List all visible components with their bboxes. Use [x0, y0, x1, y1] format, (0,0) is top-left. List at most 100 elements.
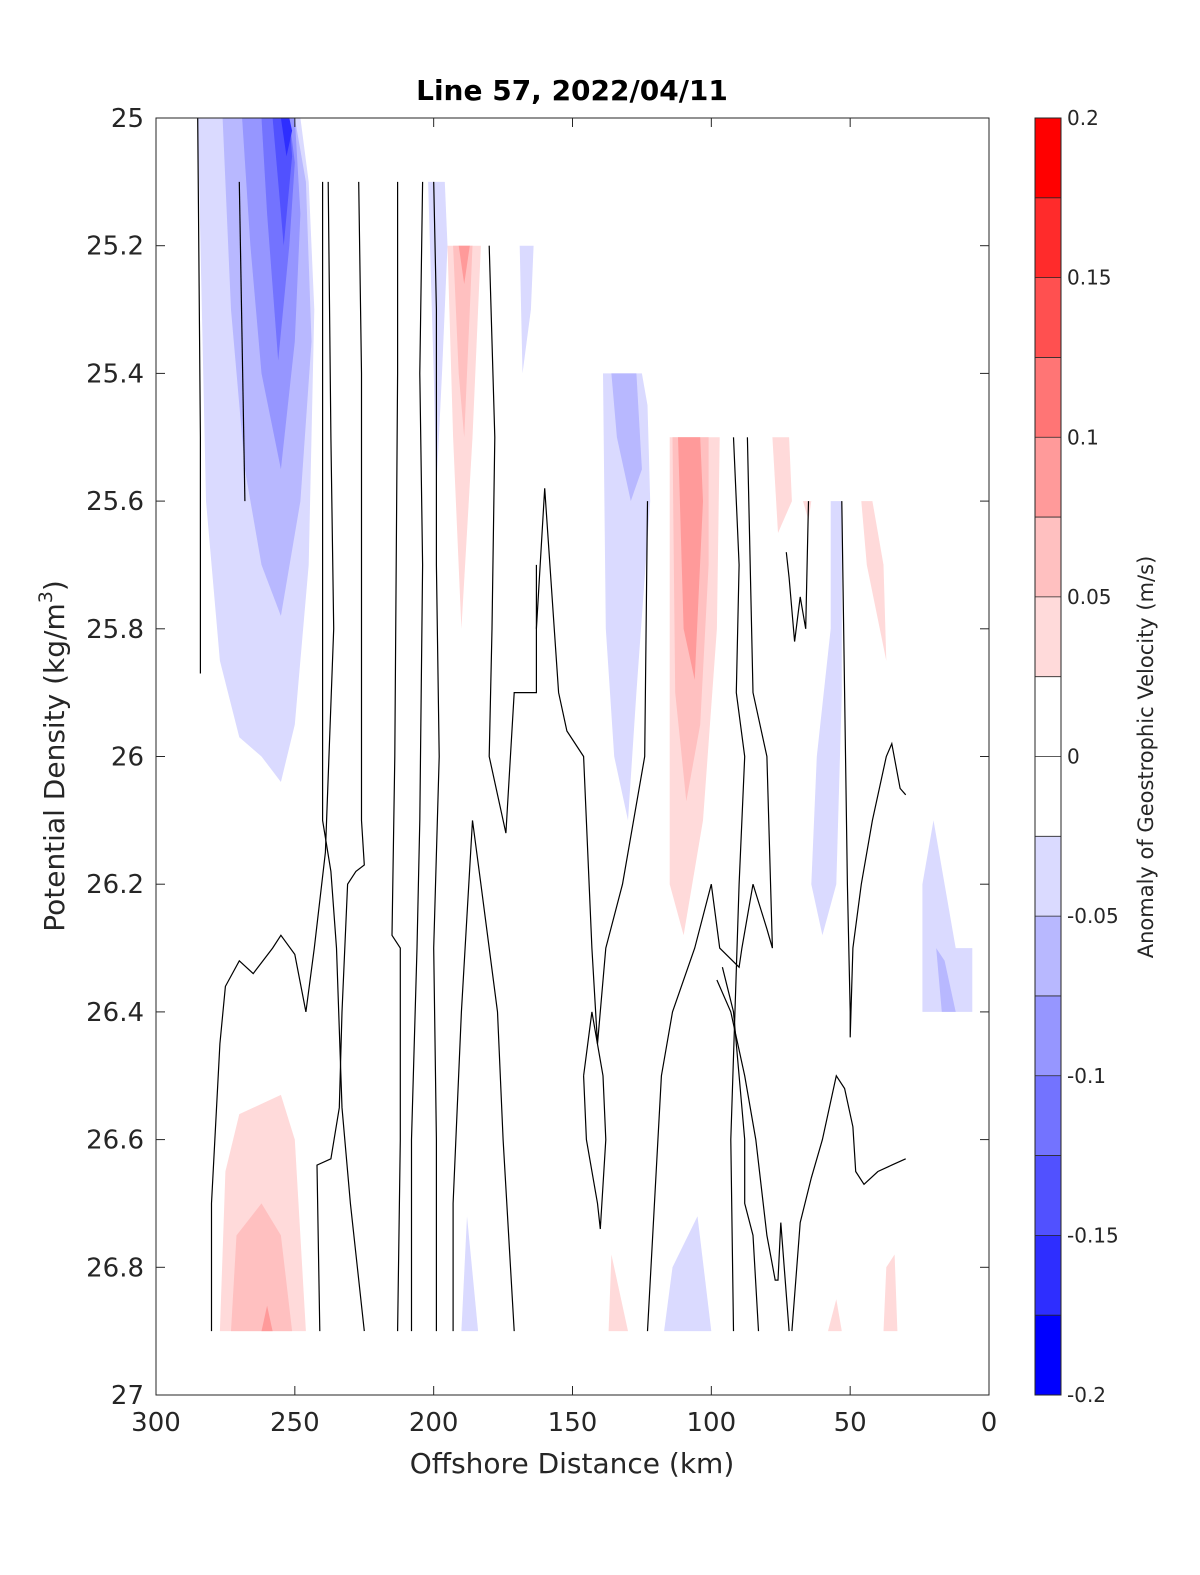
contour-region-29 — [883, 1254, 898, 1332]
contour-region-20 — [922, 820, 973, 1012]
y-tick-label: 27 — [111, 1381, 144, 1411]
colorbar-tick-label: 0.1 — [1067, 425, 1099, 449]
colorbar-segment — [1035, 1235, 1061, 1316]
contour-region-6 — [428, 181, 448, 489]
colorbar-segment — [1035, 676, 1061, 757]
x-tick-label: 50 — [834, 1408, 867, 1438]
colorbar-segment — [1035, 916, 1061, 997]
colorbar-segments — [1035, 118, 1061, 1396]
y-axis-title-close: ) — [38, 580, 71, 591]
colorbar-segment — [1035, 596, 1061, 678]
zero-contour-2 — [210, 181, 335, 1332]
zero-contour-17 — [841, 501, 907, 1038]
contour-region-24 — [261, 1305, 273, 1332]
y-axis-title-sup: 3 — [35, 591, 57, 603]
zero-contour-12 — [646, 437, 773, 1332]
zero-contour-4 — [322, 181, 365, 1332]
plot-area: 300 250 200 150 100 50 0 2525.225.425.625.8262… — [86, 104, 997, 1438]
zero-contour-16 — [785, 501, 810, 642]
contour-region-10 — [458, 245, 470, 284]
colorbar-segment — [1035, 995, 1061, 1077]
zero-contour-15 — [716, 979, 790, 1332]
colorbar: 0.2 0.15 0.1 0.05 0 -0.05 -0.1 -0.15 -0.2 Anomal… — [1034, 106, 1158, 1407]
colorbar-tick-label: 0.15 — [1067, 266, 1112, 290]
colorbar-segment — [1035, 437, 1061, 518]
colorbar-title: Anomaly of Geostrophic Velocity (m/s) — [1134, 556, 1158, 959]
x-axis-title: Offshore Distance (km) — [410, 1447, 735, 1480]
colorbar-tick-label: 0.2 — [1067, 106, 1099, 130]
colorbar-tick-label: 0 — [1067, 745, 1080, 769]
y-tick-label: 25.2 — [86, 232, 144, 262]
colorbar-tick-label: -0.05 — [1067, 904, 1119, 928]
contour-region-15 — [678, 437, 703, 680]
x-axis-ticks: 300 250 200 150 100 50 0 — [131, 118, 997, 1438]
colorbar-segment — [1035, 118, 1061, 199]
contour-region-7 — [519, 245, 534, 374]
x-tick-label: 200 — [409, 1408, 459, 1438]
colorbar-segment — [1035, 277, 1061, 358]
colorbar-tick-label: -0.1 — [1067, 1064, 1106, 1088]
colorbar-ticks: 0.2 0.15 0.1 0.05 0 -0.05 -0.1 -0.15 -0.2 — [1067, 106, 1119, 1407]
zero-contour-3 — [316, 181, 365, 1332]
y-axis-title-main: Potential Density (kg/m — [38, 603, 71, 932]
zero-contour-10 — [535, 488, 649, 1044]
contour-region-18 — [811, 501, 842, 936]
zero-contour-6 — [410, 181, 424, 1332]
zero-contour-7 — [433, 181, 440, 1332]
contour-region-16 — [772, 437, 792, 533]
colorbar-tick-label: -0.15 — [1067, 1223, 1119, 1247]
zero-contour-5 — [391, 181, 401, 1332]
y-axis-ticks: 25 25.2 25.4 25.6 25.8 26 26.2 26.4 26.6 26.8 27 — [86, 104, 989, 1411]
x-tick-label: 100 — [687, 1408, 737, 1438]
colorbar-segment — [1035, 1315, 1061, 1396]
colorbar-segment — [1035, 197, 1061, 279]
x-tick-label: 250 — [270, 1408, 320, 1438]
zero-contour-8 — [452, 820, 515, 1332]
colorbar-segment — [1035, 836, 1061, 917]
contour-region-25 — [461, 1216, 479, 1332]
colorbar-frame — [1034, 117, 1062, 1396]
contour-region-11 — [603, 373, 651, 821]
colorbar-tick-label: 0.05 — [1067, 585, 1112, 609]
contour-region-23 — [231, 1203, 293, 1332]
contour-region-27 — [664, 1216, 712, 1332]
zero-contour-18 — [791, 1074, 906, 1332]
chart-title: Line 57, 2022/04/11 — [416, 74, 728, 107]
contour-region-28 — [828, 1299, 842, 1332]
contour-region-12 — [611, 373, 642, 502]
y-tick-label: 25.4 — [86, 359, 144, 389]
zero-contour-9 — [488, 245, 538, 834]
contour-region-21 — [936, 948, 956, 1012]
zero-contour-1 — [238, 181, 246, 502]
y-tick-label: 25.8 — [86, 615, 144, 645]
y-tick-label: 25.6 — [86, 487, 144, 517]
contour-region-9 — [453, 245, 473, 438]
colorbar-segment — [1035, 1155, 1061, 1236]
y-tick-label: 26.2 — [86, 870, 144, 900]
y-tick-label: 26.4 — [86, 998, 144, 1028]
contour-region-17 — [803, 501, 812, 521]
y-tick-label: 26.8 — [86, 1253, 144, 1283]
contour-fills — [197, 118, 973, 1332]
y-tick-label: 25 — [111, 104, 144, 134]
contour-region-26 — [608, 1254, 628, 1332]
x-tick-label: 0 — [981, 1408, 998, 1438]
colorbar-segment — [1035, 517, 1061, 598]
y-tick-label: 26 — [111, 743, 144, 773]
contour-region-19 — [861, 501, 887, 661]
colorbar-segment — [1035, 756, 1061, 837]
x-tick-label: 300 — [131, 1408, 181, 1438]
y-axis-title: Potential Density (kg/m3) — [35, 580, 71, 932]
colorbar-segment — [1035, 357, 1061, 438]
x-tick-label: 150 — [548, 1408, 598, 1438]
y-tick-label: 26.6 — [86, 1126, 144, 1156]
colorbar-segment — [1035, 1075, 1061, 1157]
zero-contour-14 — [721, 967, 760, 1332]
colorbar-tick-label: -0.2 — [1067, 1383, 1106, 1407]
contour-region-5 — [280, 118, 293, 157]
zero-contour-0 — [197, 117, 201, 674]
zero-contour-lines — [197, 117, 907, 1332]
zero-contour-13 — [730, 437, 746, 1332]
zero-contour-11 — [583, 1011, 607, 1230]
